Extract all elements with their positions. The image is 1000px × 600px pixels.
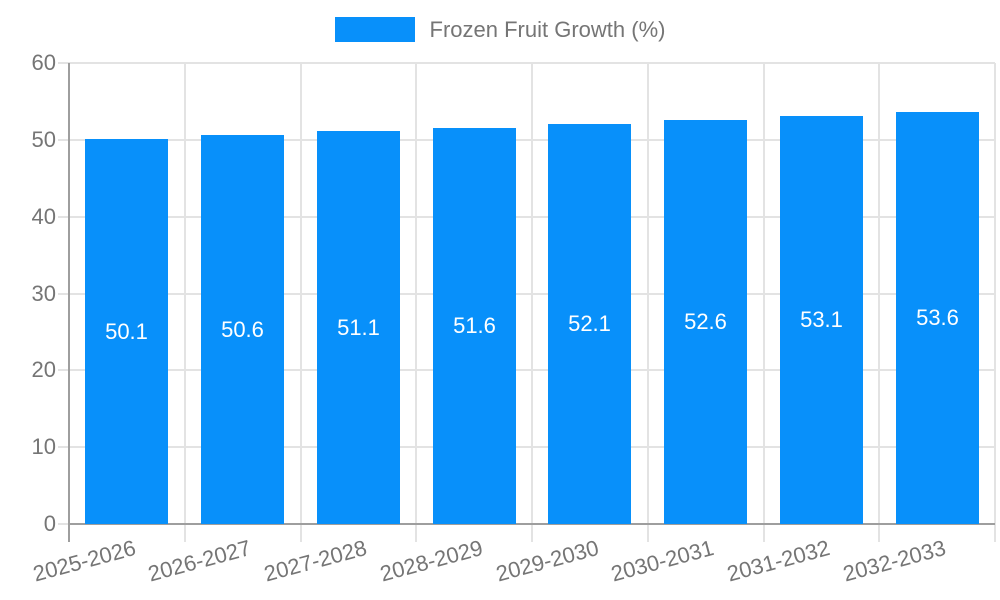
bar-value-label: 53.6	[916, 305, 959, 330]
y-axis-tick	[58, 139, 69, 141]
bar: 51.1	[317, 131, 400, 524]
x-axis-tick-label: 2029-2030	[492, 535, 602, 587]
legend-swatch	[334, 17, 415, 42]
bar-value-label: 51.6	[453, 313, 496, 338]
bar: 53.6	[896, 112, 979, 524]
bar-value-label: 50.6	[221, 316, 264, 342]
y-axis-tick-label: 30	[31, 281, 56, 306]
y-axis-tick	[58, 216, 69, 218]
bar-value-label: 50.1	[105, 318, 148, 344]
x-gridline	[878, 63, 880, 524]
x-gridline	[184, 63, 186, 524]
bar: 52.6	[664, 120, 747, 524]
bar-value-label: 53.1	[800, 307, 843, 332]
y-axis-tick	[58, 62, 69, 64]
x-gridline	[994, 63, 996, 524]
x-axis-tick-label: 2026-2027	[145, 535, 254, 587]
bar: 51.6	[433, 128, 516, 524]
y-axis-tick	[58, 369, 69, 371]
y-axis-tick-label: 10	[31, 434, 56, 459]
bar: 53.1	[780, 116, 863, 524]
x-axis-tick	[531, 524, 533, 542]
x-axis-tick	[994, 524, 996, 542]
x-gridline	[415, 63, 417, 524]
x-axis-tick	[763, 524, 765, 542]
x-axis-tick	[415, 524, 417, 542]
y-axis-tick-label: 50	[31, 127, 56, 152]
y-axis-tick-label: 40	[31, 204, 56, 229]
x-axis-tick-label: 2031-2032	[724, 535, 833, 587]
x-axis-tick	[300, 524, 302, 542]
x-gridline	[300, 63, 302, 524]
x-axis-baseline	[69, 523, 995, 525]
bar-value-label: 52.1	[568, 311, 611, 336]
x-axis-tick-label: 2025-2026	[29, 535, 139, 587]
bar-value-label: 51.1	[337, 314, 380, 340]
x-axis-tick-label: 2028-2029	[377, 535, 486, 587]
y-axis-tick	[58, 293, 69, 295]
x-axis-tick-label: 2030-2031	[608, 535, 717, 587]
x-gridline	[531, 63, 533, 524]
y-axis-tick-label: 20	[31, 357, 56, 382]
bar: 50.6	[201, 135, 284, 524]
bar: 52.1	[548, 124, 631, 524]
x-axis-tick-label: 2027-2028	[261, 535, 370, 587]
x-gridline	[647, 63, 649, 524]
y-axis-tick-label: 60	[31, 50, 56, 75]
bar: 50.1	[85, 139, 168, 524]
x-axis-tick	[647, 524, 649, 542]
y-axis-line	[68, 63, 70, 542]
legend-label: Frozen Fruit Growth (%)	[429, 17, 666, 42]
bar-value-label: 52.6	[684, 309, 727, 334]
chart-legend[interactable]: Frozen Fruit Growth (%)	[0, 17, 1000, 42]
y-axis-tick-label: 0	[43, 511, 56, 536]
y-axis-tick	[58, 446, 69, 448]
x-gridline	[763, 63, 765, 524]
y-axis-tick	[58, 523, 69, 525]
x-axis-tick-label: 2032-2033	[840, 535, 949, 587]
x-axis-tick	[878, 524, 880, 542]
x-axis-tick	[184, 524, 186, 542]
